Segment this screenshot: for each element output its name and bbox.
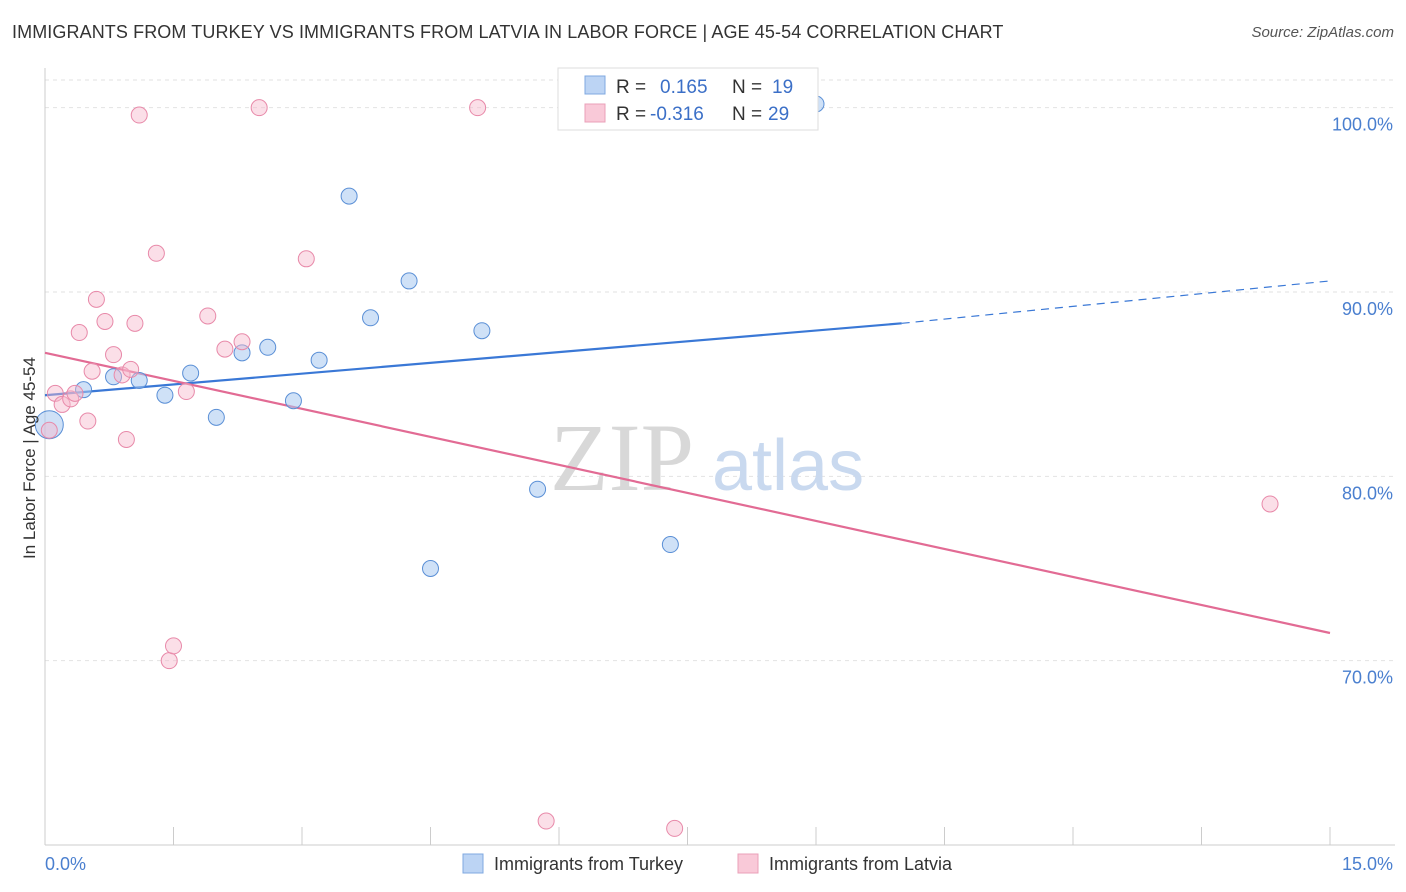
turkey-point xyxy=(473,322,491,340)
legend-r-value-turkey: 0.165 xyxy=(660,77,708,98)
bottom-legend-swatch-latvia xyxy=(737,853,759,874)
latvia-point xyxy=(117,430,135,448)
turkey-trend-line xyxy=(44,322,902,397)
legend-n-label-turkey: N = xyxy=(732,77,762,98)
turkey-point xyxy=(207,408,225,426)
bottom-legend-swatch-turkey xyxy=(462,853,484,874)
turkey-point xyxy=(156,386,174,404)
latvia-point xyxy=(113,366,131,384)
watermark-atlas: atlas xyxy=(712,426,864,506)
turkey-trend-extension xyxy=(901,280,1331,324)
latvia-point xyxy=(66,384,84,402)
grid-lines xyxy=(45,79,1395,662)
legend-n-value-turkey: 19 xyxy=(772,77,793,98)
data-points xyxy=(34,95,1279,837)
bottom-legend-label-turkey: Immigrants from Turkey xyxy=(494,854,683,874)
turkey-point xyxy=(284,392,302,410)
turkey-point xyxy=(105,368,123,386)
latvia-point xyxy=(216,340,234,358)
latvia-point xyxy=(87,290,105,308)
latvia-point xyxy=(40,421,58,439)
latvia-trend-line xyxy=(44,351,1331,635)
turkey-point xyxy=(529,480,547,498)
latvia-point xyxy=(122,360,140,378)
turkey-point xyxy=(362,309,380,327)
chart-title: IMMIGRANTS FROM TURKEY VS IMMIGRANTS FRO… xyxy=(12,22,1004,42)
legend-r-label-latvia: R = xyxy=(616,104,646,125)
latvia-point xyxy=(469,99,487,117)
latvia-point xyxy=(297,250,315,268)
legend-r-label-turkey: R = xyxy=(616,77,646,98)
latvia-point xyxy=(1261,495,1279,513)
latvia-point xyxy=(83,362,101,380)
latvia-point xyxy=(250,99,268,117)
latvia-point xyxy=(160,652,178,670)
turkey-point xyxy=(400,272,418,290)
latvia-point xyxy=(96,312,114,330)
latvia-point xyxy=(147,244,165,262)
latvia-point xyxy=(537,812,555,830)
x-tick-label: 0.0% xyxy=(45,854,86,874)
latvia-point xyxy=(165,637,182,655)
legend-n-label-latvia: N = xyxy=(732,104,762,125)
latvia-point xyxy=(130,106,148,124)
y-tick-label: 100.0% xyxy=(1332,115,1393,135)
turkey-point xyxy=(422,559,439,577)
axes xyxy=(44,68,1395,846)
watermark-zip: ZIP xyxy=(550,404,694,511)
turkey-point xyxy=(661,536,679,554)
turkey-point xyxy=(259,338,277,356)
turkey-point xyxy=(182,364,200,382)
legend-swatch-turkey xyxy=(584,75,606,95)
chart-source: Source: ZipAtlas.com xyxy=(1251,24,1394,41)
y-tick-label: 90.0% xyxy=(1342,299,1393,319)
latvia-point xyxy=(199,307,217,325)
latvia-point xyxy=(53,395,71,413)
legend-box: R = 0.165 N = 19 R = -0.316 N = 29 xyxy=(557,67,819,131)
bottom-legend: Immigrants from Turkey Immigrants from L… xyxy=(462,853,953,874)
turkey-point xyxy=(310,351,328,369)
turkey-point xyxy=(340,187,358,205)
watermark: ZIP atlas xyxy=(550,404,864,511)
x-tick-label: 15.0% xyxy=(1342,854,1393,874)
latvia-point xyxy=(666,819,684,837)
latvia-point xyxy=(70,324,88,342)
latvia-point xyxy=(126,314,144,332)
bottom-legend-label-latvia: Immigrants from Latvia xyxy=(769,854,953,874)
latvia-point xyxy=(105,346,123,364)
y-tick-label: 80.0% xyxy=(1342,483,1393,503)
latvia-point xyxy=(79,412,97,430)
latvia-point xyxy=(177,383,195,401)
y-tick-label: 70.0% xyxy=(1342,668,1393,688)
turkey-point xyxy=(75,381,93,399)
tick-labels: 70.0% 80.0% 90.0% 100.0% 0.0% 15.0% xyxy=(45,115,1393,874)
legend-r-value-latvia: -0.316 xyxy=(650,104,704,125)
legend-swatch-latvia xyxy=(584,103,606,123)
legend-n-value-latvia: 29 xyxy=(768,104,789,125)
y-axis-title: In Labor Force | Age 45-54 xyxy=(20,357,39,559)
latvia-point xyxy=(233,333,251,351)
